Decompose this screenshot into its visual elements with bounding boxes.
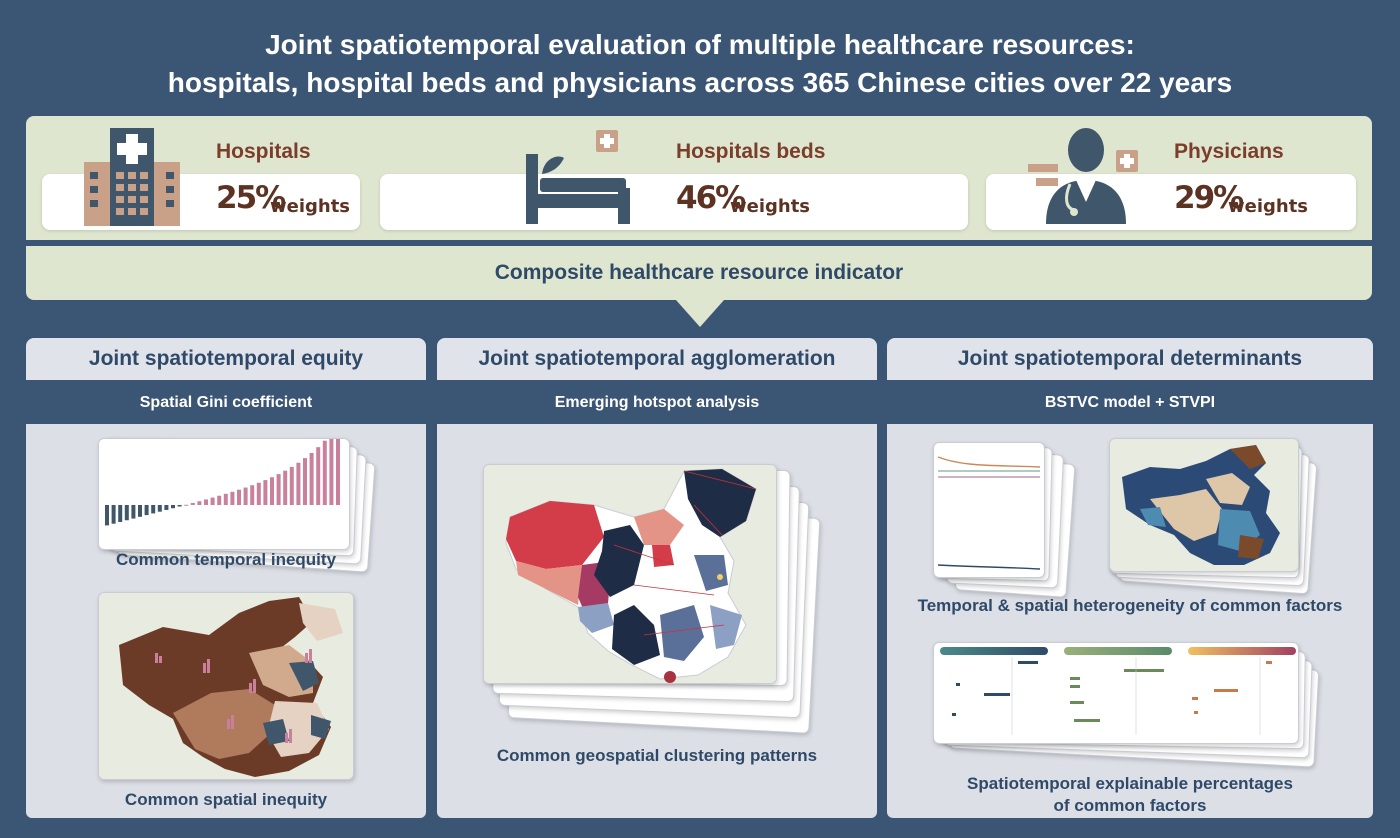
hospitals-label: Hospitals <box>216 140 311 163</box>
determinants-method: BSTVC model + STVPI <box>1044 394 1216 411</box>
gini-bar <box>210 497 215 505</box>
composite-indicator: Composite healthcare resource indicator <box>26 246 1372 300</box>
gini-bar <box>177 505 182 507</box>
gini-bar <box>138 505 142 517</box>
hospitals-weight-label: weights <box>270 196 351 217</box>
gini-bar <box>171 505 175 509</box>
gini-bar <box>336 439 340 505</box>
gini-bar <box>151 505 156 514</box>
hospital-beds-card <box>380 174 968 230</box>
hospital-beds-percent: 46% <box>676 180 746 216</box>
gini-bar <box>197 501 202 505</box>
resource-band: Hospitals 25% weights Hospitals beds 46%… <box>26 116 1372 240</box>
determinants-panel: Temporal & spatial heterogeneity of comm… <box>887 424 1373 818</box>
gini-bar <box>223 493 228 505</box>
gini-bar <box>276 474 281 505</box>
page-title: Joint spatiotemporal evaluation of multi… <box>0 26 1400 102</box>
equity-heading: Joint spatiotemporal equity <box>26 338 426 380</box>
gini-bar <box>131 505 136 519</box>
agglomeration-method: Emerging hotspot analysis <box>554 394 760 411</box>
gini-bar-chart <box>105 439 340 526</box>
gini-bar <box>309 452 314 505</box>
heterogeneity-caption: Temporal & spatial heterogeneity of comm… <box>917 596 1343 615</box>
gini-bar <box>329 439 334 505</box>
physicians-weight-label: weights <box>1228 196 1309 217</box>
hospital-building-icon <box>82 124 182 228</box>
gini-bar <box>230 491 235 505</box>
gini-bar <box>322 440 327 505</box>
gini-bar <box>111 505 116 524</box>
down-arrow-icon <box>676 300 724 327</box>
temporal-inequity-caption: Common temporal inequity <box>115 550 337 569</box>
gini-bar <box>217 495 222 505</box>
gini-bar <box>237 489 241 505</box>
gini-bar <box>190 503 195 505</box>
gini-bar <box>250 485 255 505</box>
explainable-caption-line1: Spatiotemporal explainable percentages <box>967 774 1293 793</box>
gini-bar <box>118 505 123 522</box>
agglomeration-panel: Common geospatial clustering patterns <box>437 424 877 818</box>
explainable-caption-line2: of common factors <box>1053 796 1207 815</box>
spatial-inequity-map <box>98 592 354 780</box>
gini-bar <box>256 482 261 505</box>
gini-bar <box>105 505 109 526</box>
physicians-percent: 29% <box>1174 180 1244 216</box>
gini-bar <box>124 505 129 521</box>
agglomeration-heading: Joint spatiotemporal agglomeration <box>437 338 877 380</box>
temporal-heterogeneity-chart <box>933 442 1045 578</box>
clustering-caption: Common geospatial clustering patterns <box>496 746 818 765</box>
gini-bar <box>204 499 208 505</box>
explainable-percentages-chart <box>933 642 1299 744</box>
hospital-beds-weight-label: weights <box>730 196 811 217</box>
spatial-inequity-caption: Common spatial inequity <box>124 790 328 809</box>
hospitals-percent: 25% <box>216 180 286 216</box>
gini-bar <box>144 505 149 516</box>
gini-bar <box>296 462 301 505</box>
equity-panel: Common temporal inequity Common spatial … <box>26 424 426 818</box>
gini-bar <box>263 480 268 505</box>
gini-bar <box>164 505 169 510</box>
equity-method: Spatial Gini coefficient <box>139 394 313 411</box>
gini-bar <box>289 466 294 505</box>
determinants-heading: Joint spatiotemporal determinants <box>887 338 1373 380</box>
physician-icon <box>1028 122 1142 226</box>
gini-bar <box>270 477 274 505</box>
spatial-heterogeneity-map <box>1109 438 1299 572</box>
gini-bar <box>303 458 307 505</box>
gini-bar <box>243 487 248 505</box>
physicians-label: Physicians <box>1174 140 1284 163</box>
hospital-beds-label: Hospitals beds <box>676 140 826 163</box>
title-line-2: hospitals, hospital beds and physicians … <box>167 67 1233 98</box>
gini-bar <box>157 505 162 512</box>
gini-bar <box>283 470 288 505</box>
title-line-1: Joint spatiotemporal evaluation of multi… <box>265 29 1135 60</box>
temporal-inequity-chart <box>98 438 350 550</box>
hotspot-map <box>483 464 777 684</box>
gini-bar <box>184 504 189 506</box>
hospital-bed-icon <box>520 128 636 226</box>
gini-bar <box>316 447 321 505</box>
